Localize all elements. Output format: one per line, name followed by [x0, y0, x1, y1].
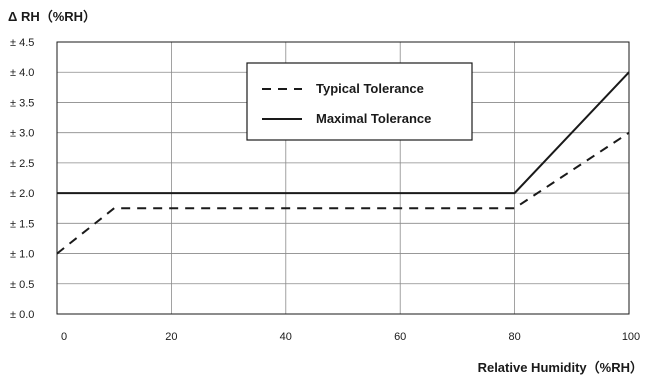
- x-tick-label: 100: [622, 331, 640, 343]
- y-tick-label: ± 2.0: [10, 188, 34, 200]
- legend-maximal-label: Maximal Tolerance: [316, 111, 431, 126]
- x-tick-label: 20: [165, 331, 177, 343]
- tick-labels: ± 0.0 ± 0.5 ± 1.0 ± 1.5 ± 2.0 ± 2.5 ± 3.0 ± 3.5…: [10, 37, 640, 343]
- y-tick-label: ± 3.5: [10, 97, 34, 109]
- series-line-typical: [56, 131, 630, 255]
- y-tick-label: ± 0.5: [10, 279, 34, 291]
- x-axis-title: Relative Humidity（%RH）: [478, 360, 643, 375]
- y-tick-label: ± 3.0: [10, 128, 34, 140]
- x-tick-label: 80: [508, 331, 520, 343]
- legend-typical-label: Typical Tolerance: [316, 81, 424, 96]
- y-tick-label: ± 2.5: [10, 158, 34, 170]
- y-tick-label: ± 0.0: [10, 309, 34, 321]
- y-axis-title: Δ RH（%RH）: [8, 9, 96, 24]
- y-tick-label: ± 1.5: [10, 218, 34, 230]
- x-tick-label: 40: [280, 331, 292, 343]
- x-tick-label: 0: [61, 331, 67, 343]
- legend-box: [246, 62, 473, 141]
- legend: Typical Tolerance Maximal Tolerance: [246, 62, 473, 141]
- y-tick-label: ± 4.0: [10, 67, 34, 79]
- plot-frame: [56, 41, 630, 315]
- series-line-maximal: [57, 71, 630, 195]
- y-tick-label: ± 4.5: [10, 37, 34, 49]
- x-tick-label: 60: [394, 331, 406, 343]
- series-lines: [56, 71, 630, 255]
- y-tick-label: ± 1.0: [10, 249, 34, 261]
